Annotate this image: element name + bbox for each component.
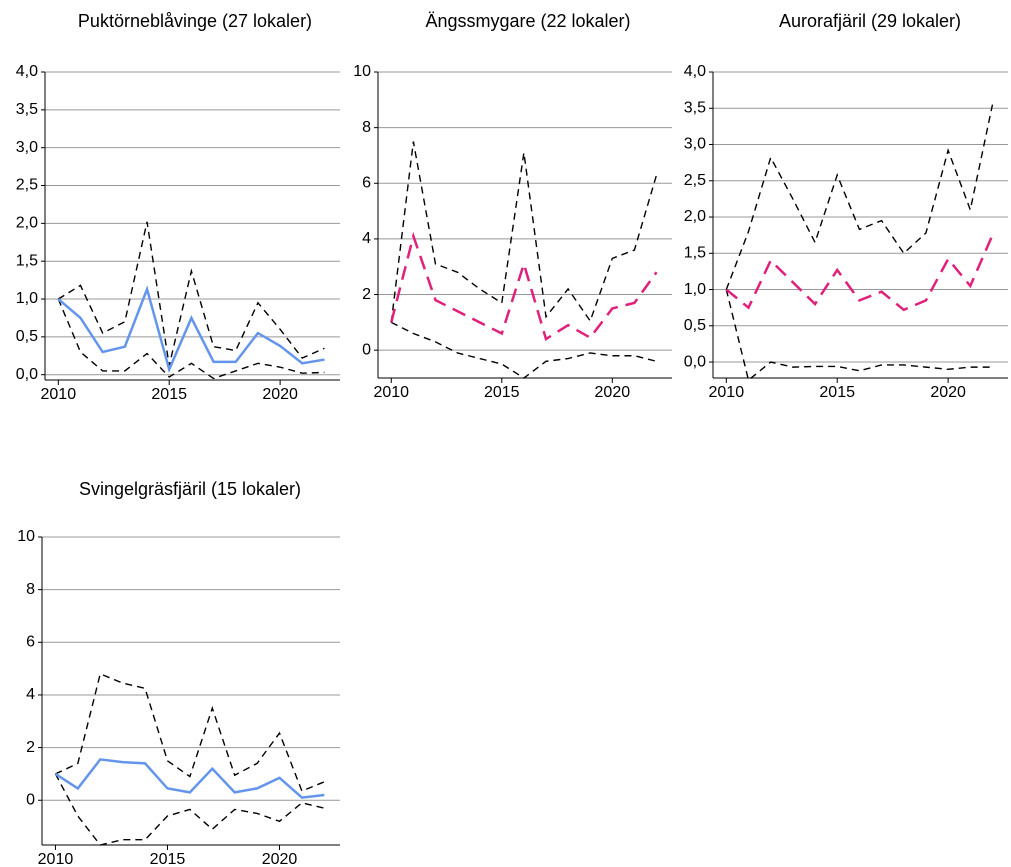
x-tick-label: 2020 xyxy=(262,851,298,867)
x-tick-label: 2020 xyxy=(262,386,298,403)
chart-title: Svingelgräsfjäril (15 lokaler) xyxy=(79,479,301,499)
y-tick-label: 8 xyxy=(362,119,371,136)
x-tick-label: 2010 xyxy=(373,384,409,401)
y-tick-label: 1,0 xyxy=(684,281,706,298)
y-tick-label: 2 xyxy=(362,286,371,303)
y-tick-label: 0,5 xyxy=(16,328,38,345)
y-tick-label: 0,0 xyxy=(16,366,38,383)
y-tick-label: 3,5 xyxy=(684,99,706,116)
y-tick-label: 0 xyxy=(26,791,35,808)
y-tick-label: 2,0 xyxy=(16,215,38,232)
y-tick-label: 0,0 xyxy=(684,353,706,370)
data-line xyxy=(390,141,658,323)
data-line xyxy=(390,321,657,379)
chart-title: Ängssmygare (22 lokaler) xyxy=(425,11,630,31)
x-tick-label: 2010 xyxy=(38,851,74,867)
data-line xyxy=(57,298,325,380)
data-line xyxy=(55,672,325,792)
x-tick-label: 2010 xyxy=(709,384,745,401)
x-tick-label: 2015 xyxy=(819,384,855,401)
y-tick-label: 1,0 xyxy=(16,290,38,307)
y-tick-label: 3,5 xyxy=(16,101,38,118)
data-line xyxy=(57,221,325,366)
y-tick-label: 0,5 xyxy=(684,317,706,334)
x-tick-label: 2010 xyxy=(41,386,77,403)
data-line xyxy=(54,758,325,799)
data-line xyxy=(54,773,325,846)
y-tick-label: 2,0 xyxy=(684,208,706,225)
y-tick-label: 4 xyxy=(26,686,35,703)
y-tick-label: 6 xyxy=(26,634,35,651)
y-tick-label: 3,0 xyxy=(16,139,38,156)
y-tick-label: 4 xyxy=(362,230,371,247)
chart-title: Puktörneblåvinge (27 lokaler) xyxy=(78,11,312,31)
x-tick-label: 2015 xyxy=(151,386,187,403)
y-tick-label: 4,0 xyxy=(16,63,38,80)
data-line xyxy=(390,231,658,341)
x-tick-label: 2020 xyxy=(595,384,631,401)
y-tick-label: 2,5 xyxy=(16,177,38,194)
chart-title: Aurorafjäril (29 lokaler) xyxy=(779,11,961,31)
y-tick-label: 0 xyxy=(362,341,371,358)
y-tick-label: 6 xyxy=(362,174,371,191)
x-tick-label: 2015 xyxy=(150,851,186,867)
y-tick-label: 3,0 xyxy=(684,136,706,153)
y-tick-label: 1,5 xyxy=(684,244,706,261)
data-line xyxy=(725,104,994,290)
y-tick-label: 8 xyxy=(26,581,35,598)
data-line xyxy=(725,289,993,382)
y-tick-label: 10 xyxy=(353,63,371,80)
y-tick-label: 1,5 xyxy=(16,252,38,269)
x-tick-label: 2020 xyxy=(930,384,966,401)
x-tick-label: 2015 xyxy=(484,384,520,401)
y-tick-label: 2 xyxy=(26,739,35,756)
y-tick-label: 10 xyxy=(17,528,35,545)
data-line xyxy=(725,234,994,312)
y-tick-label: 4,0 xyxy=(684,63,706,80)
y-tick-label: 2,5 xyxy=(684,172,706,189)
data-line xyxy=(57,285,325,374)
